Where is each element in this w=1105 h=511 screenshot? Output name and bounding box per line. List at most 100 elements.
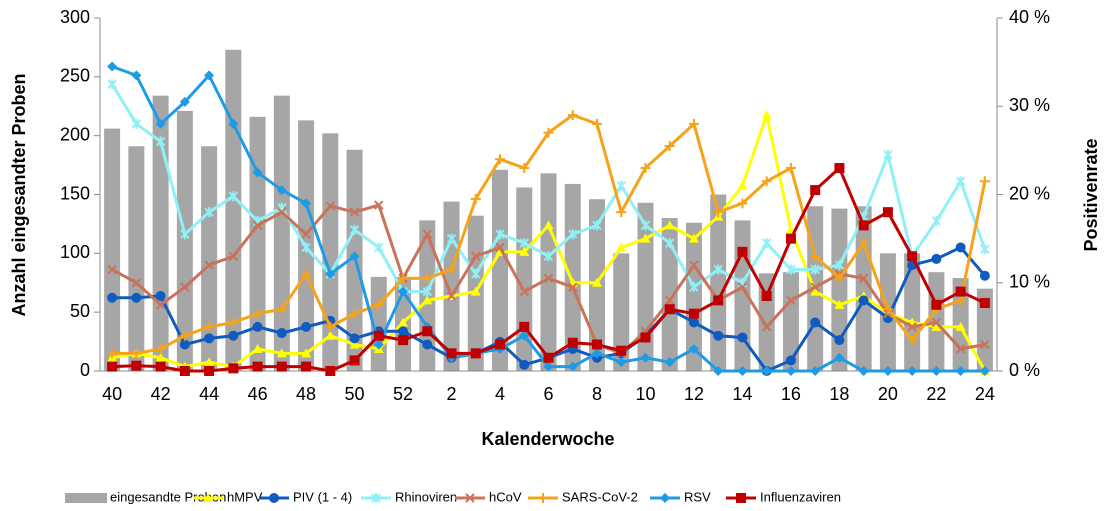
- legend-label: Influenzaviren: [760, 489, 841, 504]
- marker-shape: [301, 242, 311, 253]
- marker-shape: [591, 118, 602, 129]
- marker: [373, 299, 384, 310]
- marker: [373, 330, 384, 341]
- marker-shape: [538, 493, 548, 503]
- marker: [495, 229, 505, 240]
- marker-shape: [325, 268, 336, 279]
- x-tick-label: 52: [393, 384, 413, 404]
- marker-shape: [495, 229, 505, 240]
- marker: [640, 163, 651, 174]
- marker-shape: [374, 242, 384, 253]
- marker-shape: [471, 268, 481, 279]
- x-tick-label: 44: [199, 384, 219, 404]
- marker-shape: [107, 361, 118, 372]
- marker: [858, 220, 869, 231]
- marker-shape: [736, 493, 746, 503]
- marker: [810, 251, 821, 262]
- x-tick-label: 22: [926, 384, 946, 404]
- marker: [543, 251, 554, 262]
- marker-shape: [276, 304, 287, 315]
- marker: [155, 343, 166, 354]
- marker-shape: [834, 273, 845, 284]
- marker: [761, 322, 772, 332]
- marker-shape: [882, 366, 893, 376]
- marker-shape: [131, 70, 142, 81]
- marker: [834, 335, 845, 346]
- marker: [858, 295, 869, 306]
- marker-shape: [761, 366, 772, 376]
- marker: [591, 339, 602, 350]
- x-tick-label: 18: [829, 384, 849, 404]
- marker: [955, 242, 966, 253]
- x-tick-label: 2: [447, 384, 457, 404]
- bar: [685, 222, 702, 371]
- marker: [470, 286, 481, 296]
- marker: [665, 238, 675, 249]
- marker: [907, 322, 917, 332]
- x-tick-label: 48: [296, 384, 316, 404]
- marker: [538, 493, 548, 503]
- marker-shape: [713, 264, 723, 275]
- marker: [422, 286, 432, 297]
- marker: [785, 233, 796, 244]
- marker-shape: [543, 251, 554, 262]
- marker: [470, 193, 481, 204]
- marker-shape: [568, 282, 578, 292]
- marker: [689, 260, 699, 270]
- marker: [980, 244, 990, 255]
- marker-shape: [931, 366, 942, 376]
- marker-shape: [688, 317, 699, 328]
- marker: [252, 361, 263, 372]
- marker-shape: [228, 118, 239, 129]
- marker-shape: [660, 493, 670, 503]
- marker: [180, 282, 190, 292]
- marker-shape: [979, 298, 990, 309]
- x-tick-label: 42: [151, 384, 171, 404]
- marker: [252, 321, 263, 332]
- marker-shape: [907, 322, 917, 332]
- marker: [688, 308, 699, 319]
- marker-shape: [519, 321, 530, 332]
- marker: [349, 251, 360, 262]
- y-tick-label: 250: [60, 66, 90, 86]
- marker: [761, 176, 772, 187]
- marker-shape: [422, 339, 433, 350]
- marker-shape: [155, 300, 166, 310]
- marker: [955, 366, 966, 376]
- legend-item: eingesandte Proben: [65, 489, 226, 504]
- marker: [834, 299, 845, 309]
- marker-shape: [688, 233, 699, 243]
- marker: [495, 154, 506, 165]
- marker: [276, 348, 287, 358]
- marker: [786, 295, 796, 306]
- marker: [465, 493, 475, 503]
- marker: [640, 220, 651, 231]
- marker-shape: [471, 251, 481, 261]
- marker-shape: [446, 348, 457, 359]
- marker: [689, 282, 699, 293]
- marker: [567, 337, 578, 348]
- marker: [203, 493, 213, 502]
- marker: [616, 345, 627, 356]
- marker-shape: [785, 233, 796, 244]
- marker-shape: [664, 304, 675, 315]
- marker: [665, 295, 675, 306]
- marker: [591, 277, 602, 287]
- marker: [713, 207, 724, 218]
- marker-shape: [834, 335, 845, 346]
- marker-shape: [616, 357, 627, 368]
- marker-shape: [374, 200, 384, 210]
- marker: [131, 348, 142, 359]
- bar: [637, 202, 654, 371]
- legend-item: PIV (1 - 4): [259, 489, 352, 504]
- marker-shape: [179, 366, 190, 376]
- marker-shape: [373, 299, 384, 310]
- marker-shape: [543, 352, 554, 363]
- marker-shape: [155, 290, 166, 301]
- marker: [592, 220, 602, 231]
- marker: [204, 207, 214, 218]
- marker-shape: [955, 366, 966, 376]
- marker-shape: [882, 304, 893, 315]
- bar: [661, 218, 678, 371]
- marker-shape: [155, 136, 166, 147]
